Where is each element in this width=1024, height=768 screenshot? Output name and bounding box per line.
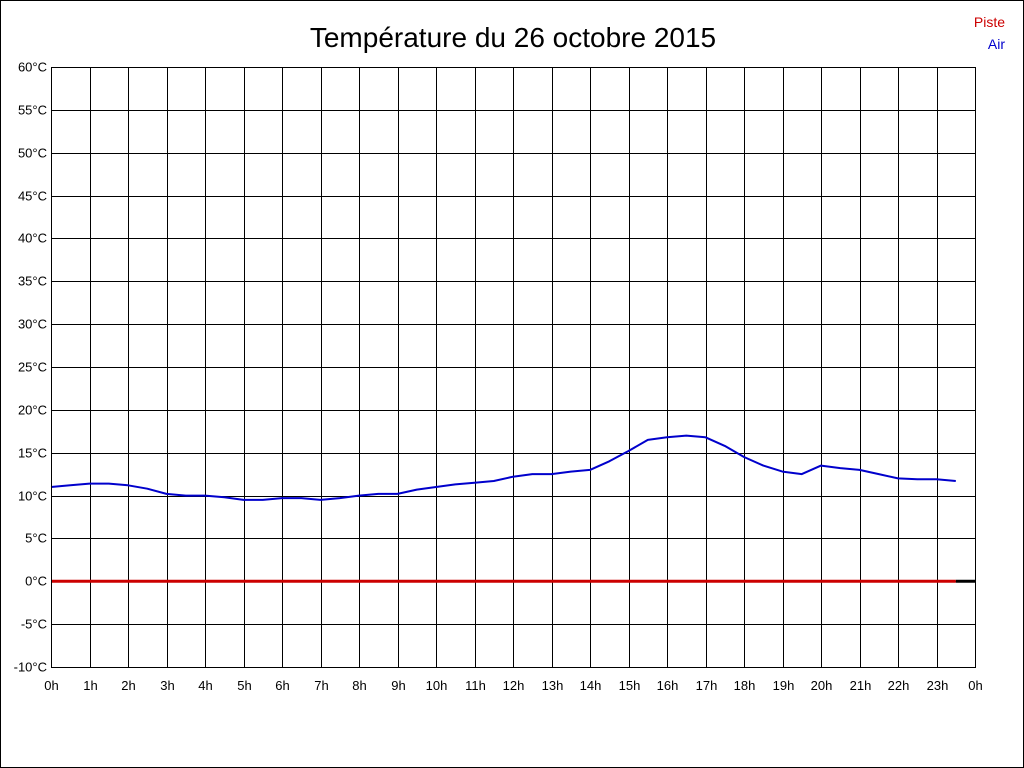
- x-tick-label: 18h: [734, 678, 756, 693]
- y-tick-label: -5°C: [21, 617, 47, 632]
- chart-title: Température du 26 octobre 2015: [310, 22, 716, 53]
- y-tick-label: -10°C: [14, 660, 47, 675]
- y-tick-label: 20°C: [18, 403, 47, 418]
- legend: Piste Air: [974, 14, 1005, 52]
- y-tick-label: 5°C: [25, 531, 47, 546]
- x-tick-label: 10h: [426, 678, 448, 693]
- x-tick-label: 0h: [968, 678, 982, 693]
- x-tick-label: 23h: [927, 678, 949, 693]
- x-tick-label: 11h: [465, 678, 486, 693]
- series-line-air: [50, 434, 956, 501]
- y-tick-label: 40°C: [18, 231, 47, 246]
- x-tick-label: 4h: [198, 678, 212, 693]
- y-tick-label: 10°C: [18, 489, 47, 504]
- x-tick-label: 8h: [352, 678, 366, 693]
- x-tick-label: 6h: [275, 678, 289, 693]
- y-tick-label: 60°C: [18, 60, 47, 75]
- y-tick-label: 50°C: [18, 146, 47, 161]
- x-tick-label: 14h: [580, 678, 602, 693]
- x-tick-label: 15h: [619, 678, 641, 693]
- x-tick-label: 19h: [773, 678, 795, 693]
- x-tick-label: 3h: [160, 678, 174, 693]
- x-tick-label: 20h: [811, 678, 833, 693]
- grid: [51, 67, 976, 668]
- y-tick-label: 25°C: [18, 360, 47, 375]
- x-axis-ticks: 0h 1h 2h 3h 4h 5h 6h 7h 8h 9h 10h 11h 12h 13h 14h 15h 16…: [44, 678, 982, 693]
- y-tick-label: 15°C: [18, 446, 47, 461]
- x-tick-label: 5h: [237, 678, 251, 693]
- legend-entry-piste: Piste: [974, 14, 1005, 30]
- x-tick-label: 7h: [314, 678, 328, 693]
- y-tick-label: 45°C: [18, 189, 47, 204]
- y-tick-label: 55°C: [18, 103, 47, 118]
- y-axis-ticks: 60°C 55°C 50°C 45°C 40°C 35°C 30°C 25°C 20°C 15°C…: [14, 60, 47, 675]
- x-tick-label: 0h: [44, 678, 58, 693]
- plot-area-border: [51, 67, 976, 668]
- legend-entry-air: Air: [988, 36, 1005, 52]
- x-tick-label: 21h: [850, 678, 872, 693]
- x-tick-label: 2h: [121, 678, 135, 693]
- x-tick-label: 9h: [391, 678, 405, 693]
- x-tick-label: 22h: [888, 678, 910, 693]
- x-tick-label: 16h: [657, 678, 679, 693]
- series-layer: [50, 434, 956, 583]
- x-tick-label: 12h: [503, 678, 525, 693]
- y-tick-label: 30°C: [18, 317, 47, 332]
- y-tick-label: 35°C: [18, 274, 47, 289]
- x-tick-label: 1h: [83, 678, 97, 693]
- x-tick-label: 13h: [542, 678, 564, 693]
- y-tick-label: 0°C: [25, 574, 47, 589]
- x-tick-label: 17h: [696, 678, 718, 693]
